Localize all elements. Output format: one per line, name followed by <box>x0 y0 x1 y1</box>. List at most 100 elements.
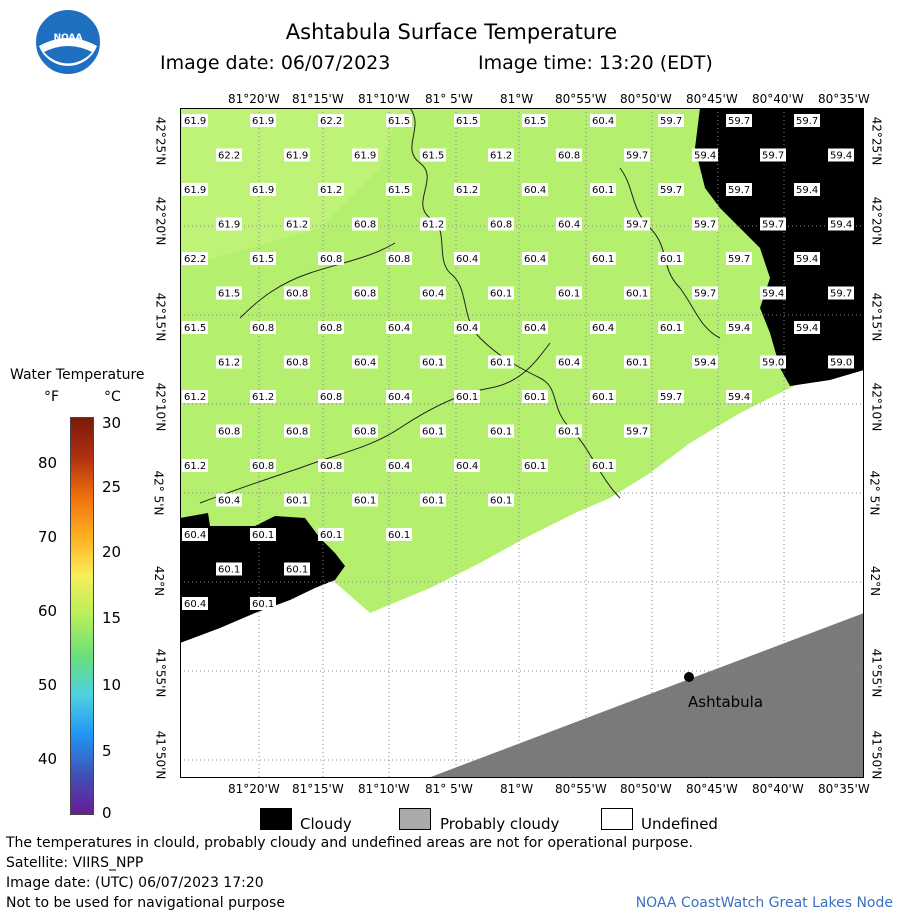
noaa-logo: NOAA <box>36 10 100 74</box>
temperature-label: 60.1 <box>626 358 648 369</box>
temperature-label: 60.1 <box>626 289 648 300</box>
temperature-label-box <box>386 114 412 127</box>
temperature-label-box <box>182 459 208 472</box>
top-lon-tick: 80°35'W <box>818 92 870 106</box>
right-lat-tick: 42°20'N <box>869 196 884 246</box>
temperature-label-box <box>590 114 616 127</box>
temperature-label-box <box>726 252 752 265</box>
temperature-label-box <box>658 252 684 265</box>
temperature-label-box <box>760 148 786 162</box>
temperature-label-box <box>420 355 446 369</box>
temperature-label: 60.4 <box>558 220 580 231</box>
temperature-label-box <box>250 183 276 196</box>
bottom-lon-tick: 81°15'W <box>292 782 344 796</box>
temperature-label-box <box>794 114 820 127</box>
temperature-label: 59.4 <box>762 289 784 300</box>
temperature-label: 61.5 <box>388 185 410 196</box>
temperature-label-box <box>352 286 378 300</box>
temperature-label: 59.4 <box>728 392 750 403</box>
left-lat-tick: 42°15'N <box>153 292 168 342</box>
temperature-label-box <box>658 321 684 334</box>
temperature-label: 61.2 <box>252 392 274 403</box>
temperature-label-box <box>420 217 446 231</box>
legend-unit-f: °F <box>44 389 60 405</box>
temperature-label: 61.5 <box>524 116 546 127</box>
temperature-label-box <box>488 286 514 300</box>
temperature-label: 60.1 <box>252 530 274 541</box>
temperature-label-box <box>284 424 310 438</box>
temperature-label-box <box>352 424 378 438</box>
legend-f-tick: 80 <box>38 454 58 472</box>
left-lat-tick: 41°50'N <box>153 730 168 780</box>
temperature-label-box <box>454 321 480 334</box>
legend-c-tick: 0 <box>102 804 112 822</box>
left-lat-tick: 42°20'N <box>153 196 168 246</box>
temperature-label-box <box>828 355 854 369</box>
temperature-label: 60.1 <box>490 358 512 369</box>
top-lon-tick: 81° 5'W <box>425 92 473 106</box>
temperature-label: 59.7 <box>694 289 716 300</box>
bottom-lon-tick: 81°W <box>500 782 534 796</box>
temperature-label-box <box>250 252 276 265</box>
temperature-label-box <box>454 114 480 127</box>
temperature-label-box <box>420 424 446 438</box>
temperature-label: 59.7 <box>694 220 716 231</box>
temperature-label-box <box>794 183 820 196</box>
temperature-label-box <box>556 217 582 231</box>
temperature-label: 60.4 <box>422 289 444 300</box>
temperature-label: 60.4 <box>456 323 478 334</box>
temperature-label: 60.1 <box>490 289 512 300</box>
temperature-label: 61.9 <box>354 151 376 162</box>
temperature-label-box <box>250 390 276 403</box>
temperature-label-box <box>454 459 480 472</box>
temperature-label: 60.4 <box>184 599 206 610</box>
temperature-label-box <box>556 424 582 438</box>
temperature-label: 61.9 <box>218 220 240 231</box>
top-lon-tick: 80°55'W <box>555 92 607 106</box>
temperature-label-box <box>216 424 242 438</box>
temperature-label-box <box>352 355 378 369</box>
temperature-label: 60.1 <box>218 565 240 576</box>
footer-satellite: Satellite: VIIRS_NPP <box>6 855 144 871</box>
bottom-lon-tick: 81° 5'W <box>425 782 473 796</box>
bottom-lon-tick: 81°20'W <box>228 782 280 796</box>
temperature-label-box <box>352 148 378 162</box>
temperature-label: 59.7 <box>626 220 648 231</box>
temperature-label-box <box>624 424 650 438</box>
temperature-label-box <box>250 321 276 334</box>
temperature-label-box <box>216 355 242 369</box>
temperature-label-box <box>352 493 378 507</box>
temperature-label: 61.2 <box>218 358 240 369</box>
map-title: Ashtabula Surface Temperature <box>285 20 618 44</box>
temperature-label: 59.4 <box>830 151 852 162</box>
temperature-label-box <box>454 252 480 265</box>
temperature-label-box <box>318 321 344 334</box>
temperature-label: 59.4 <box>796 323 818 334</box>
temperature-label-box <box>386 459 412 472</box>
temperature-label-box <box>318 459 344 472</box>
temperature-label: 59.7 <box>626 151 648 162</box>
temperature-label: 60.1 <box>286 565 308 576</box>
temperature-label: 61.2 <box>490 151 512 162</box>
image-date: Image date: 06/07/2023 <box>160 52 391 74</box>
top-lon-tick: 81°10'W <box>358 92 410 106</box>
temperature-label-box <box>182 528 208 541</box>
temperature-label: 60.4 <box>456 461 478 472</box>
temperature-label: 59.7 <box>830 289 852 300</box>
temperature-label-box <box>590 459 616 472</box>
right-lat-tick: 41°50'N <box>869 730 884 780</box>
temperature-label: 61.9 <box>252 185 274 196</box>
temperature-label: 60.8 <box>218 427 240 438</box>
temperature-label: 61.9 <box>286 151 308 162</box>
temperature-label: 60.8 <box>320 461 342 472</box>
undefined-label: Undefined <box>641 815 718 833</box>
temperature-label-box <box>216 217 242 231</box>
top-lon-tick: 81°15'W <box>292 92 344 106</box>
temperature-label: 60.8 <box>286 427 308 438</box>
right-lat-tick: 42°25'N <box>869 116 884 166</box>
temperature-label-box <box>522 321 548 334</box>
top-lon-tick: 81°20'W <box>228 92 280 106</box>
temperature-label: 60.1 <box>558 289 580 300</box>
top-lon-tick: 80°40'W <box>752 92 804 106</box>
temperature-label: 62.2 <box>320 116 342 127</box>
